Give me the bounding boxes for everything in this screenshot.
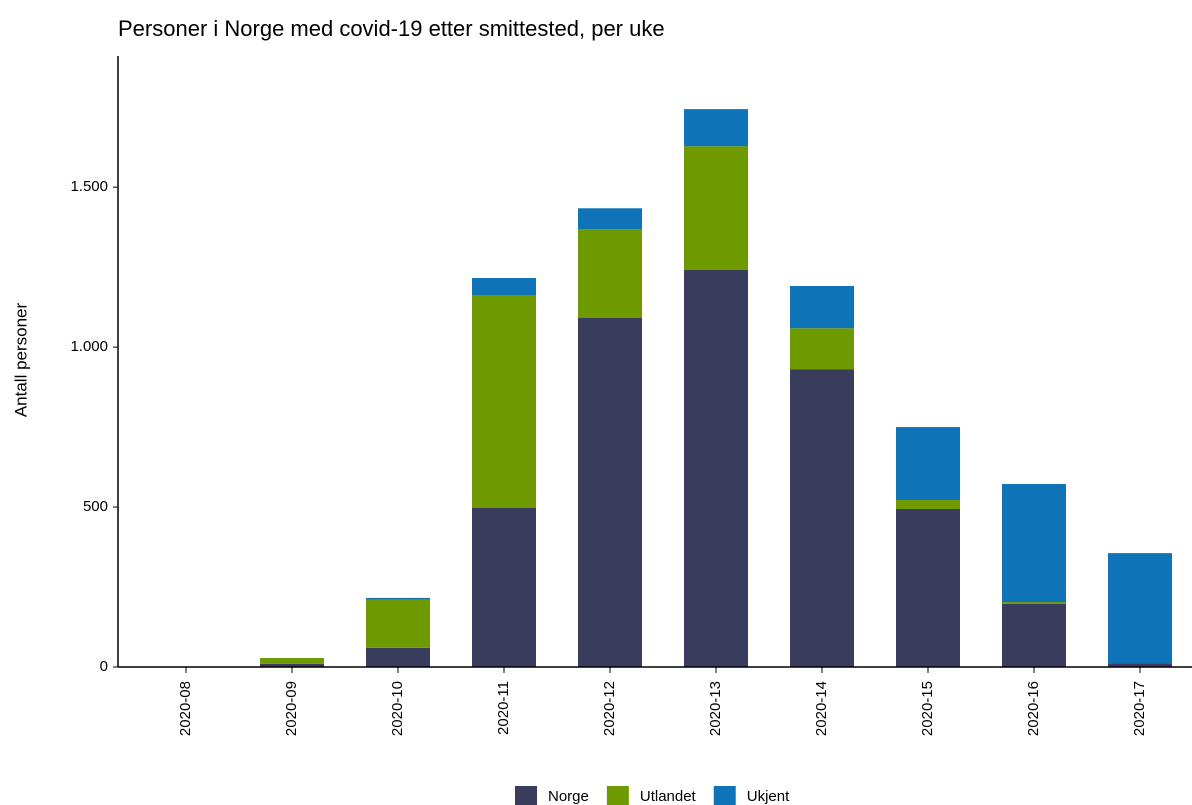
x-tick-label: 2020-08 — [177, 681, 194, 736]
x-tick-label: 2020-17 — [1131, 681, 1148, 736]
bar-segment — [366, 599, 430, 648]
y-tick-label: 500 — [83, 498, 108, 515]
bar-segment — [1002, 484, 1066, 603]
bar-segment — [1002, 603, 1066, 667]
x-tick-label: 2020-13 — [707, 681, 724, 736]
bar-segment — [472, 278, 536, 295]
bar-segment — [684, 270, 748, 667]
chart-title: Personer i Norge med covid-19 etter smit… — [118, 16, 665, 41]
bar-segment — [684, 146, 748, 271]
legend-label: Norge — [548, 788, 589, 805]
bar-segment — [896, 508, 960, 667]
bar-segment — [790, 328, 854, 370]
bar-segment — [896, 500, 960, 509]
x-tick-label: 2020-11 — [495, 681, 512, 735]
bar-segment — [578, 317, 642, 667]
legend-label: Ukjent — [747, 788, 790, 805]
x-tick-label: 2020-14 — [813, 681, 830, 736]
bar-segment — [896, 427, 960, 501]
bar-segment — [1108, 553, 1172, 664]
legend-label: Utlandet — [640, 788, 697, 805]
bar-segment — [260, 663, 324, 667]
bar-segment — [578, 208, 642, 230]
x-tick-label: 2020-09 — [283, 681, 300, 736]
bar-segment — [790, 286, 854, 329]
bar-segment — [790, 369, 854, 667]
y-tick-label: 0 — [100, 658, 108, 675]
x-tick-label: 2020-10 — [389, 681, 406, 736]
bar-segment — [1108, 663, 1172, 667]
bar-segment — [1002, 602, 1066, 604]
bar-segment — [260, 658, 324, 664]
bar-segment — [366, 647, 430, 667]
y-axis-label: Antall personer — [11, 302, 30, 417]
bar-segment — [578, 229, 642, 318]
legend-swatch — [713, 786, 736, 805]
legend-swatch — [515, 786, 537, 805]
y-tick-label: 1.000 — [70, 338, 108, 355]
bar-segment — [472, 508, 536, 667]
legend-swatch — [606, 786, 629, 805]
x-tick-label: 2020-16 — [1025, 681, 1042, 736]
bar-segment — [472, 294, 536, 509]
x-tick-label: 2020-15 — [919, 681, 936, 736]
bar-segment — [684, 109, 748, 147]
x-tick-label: 2020-12 — [601, 681, 618, 736]
bar-segment — [366, 597, 430, 600]
y-tick-label: 1.500 — [70, 178, 108, 195]
